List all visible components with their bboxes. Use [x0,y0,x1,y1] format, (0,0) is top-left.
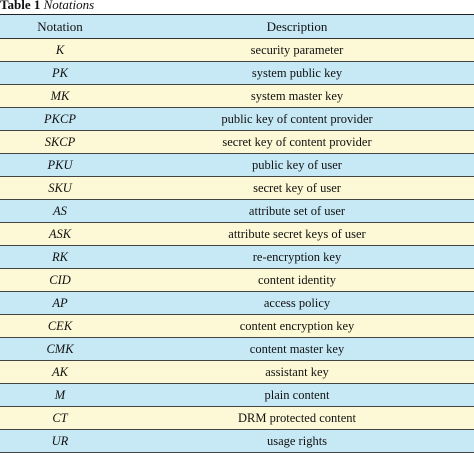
table-row: SKU secret key of user [0,176,474,200]
table-row: UR usage rights [0,429,474,453]
table-caption: Table 1 Notations [0,0,94,13]
description-cell: re-encryption key [120,245,474,269]
table-row: PKCP public key of content provider [0,107,474,131]
notation-cell: SKCP [0,130,120,154]
notation-cell: CEK [0,314,120,338]
description-cell: attribute set of user [120,199,474,223]
description-cell: plain content [120,383,474,407]
table-header: Notation Description [0,14,474,39]
table-row: PKU public key of user [0,153,474,177]
description-cell: secret key of user [120,176,474,200]
description-cell: public key of content provider [120,107,474,131]
header-notation: Notation [0,14,120,39]
table-row: PK system public key [0,61,474,85]
description-cell: attribute secret keys of user [120,222,474,246]
description-cell: assistant key [120,360,474,384]
description-cell: security parameter [120,38,474,62]
table-row: CEK content encryption key [0,314,474,338]
description-cell: access policy [120,291,474,315]
notation-cell: K [0,38,120,62]
description-cell: DRM protected content [120,406,474,430]
notation-cell: PK [0,61,120,85]
notation-cell: AS [0,199,120,223]
notation-cell: PKCP [0,107,120,131]
table-row: AP access policy [0,291,474,315]
table-row: CID content identity [0,268,474,292]
notation-cell: CMK [0,337,120,361]
notation-cell: SKU [0,176,120,200]
description-cell: content encryption key [120,314,474,338]
table-row: CT DRM protected content [0,406,474,430]
header-description: Description [120,14,474,39]
description-cell: public key of user [120,153,474,177]
table-row: ASK attribute secret keys of user [0,222,474,246]
description-cell: content master key [120,337,474,361]
description-cell: system master key [120,84,474,108]
table-row: AS attribute set of user [0,199,474,223]
notation-cell: ASK [0,222,120,246]
header-row: Notation Description [0,14,474,39]
notation-cell: RK [0,245,120,269]
table-row: CMK content master key [0,337,474,361]
notation-cell: PKU [0,153,120,177]
table-caption-label: Table 1 [0,0,41,12]
table-caption-title: Notations [43,0,95,12]
notation-cell: AP [0,291,120,315]
description-cell: content identity [120,268,474,292]
table-row: AK assistant key [0,360,474,384]
table-row: MK system master key [0,84,474,108]
notation-cell: M [0,383,120,407]
notation-cell: UR [0,429,120,453]
table-row: SKCP secret key of content provider [0,130,474,154]
description-cell: secret key of content provider [120,130,474,154]
description-cell: usage rights [120,429,474,453]
notation-cell: MK [0,84,120,108]
table-row: RK re-encryption key [0,245,474,269]
notation-cell: CID [0,268,120,292]
notation-cell: AK [0,360,120,384]
description-cell: system public key [120,61,474,85]
notation-cell: CT [0,406,120,430]
